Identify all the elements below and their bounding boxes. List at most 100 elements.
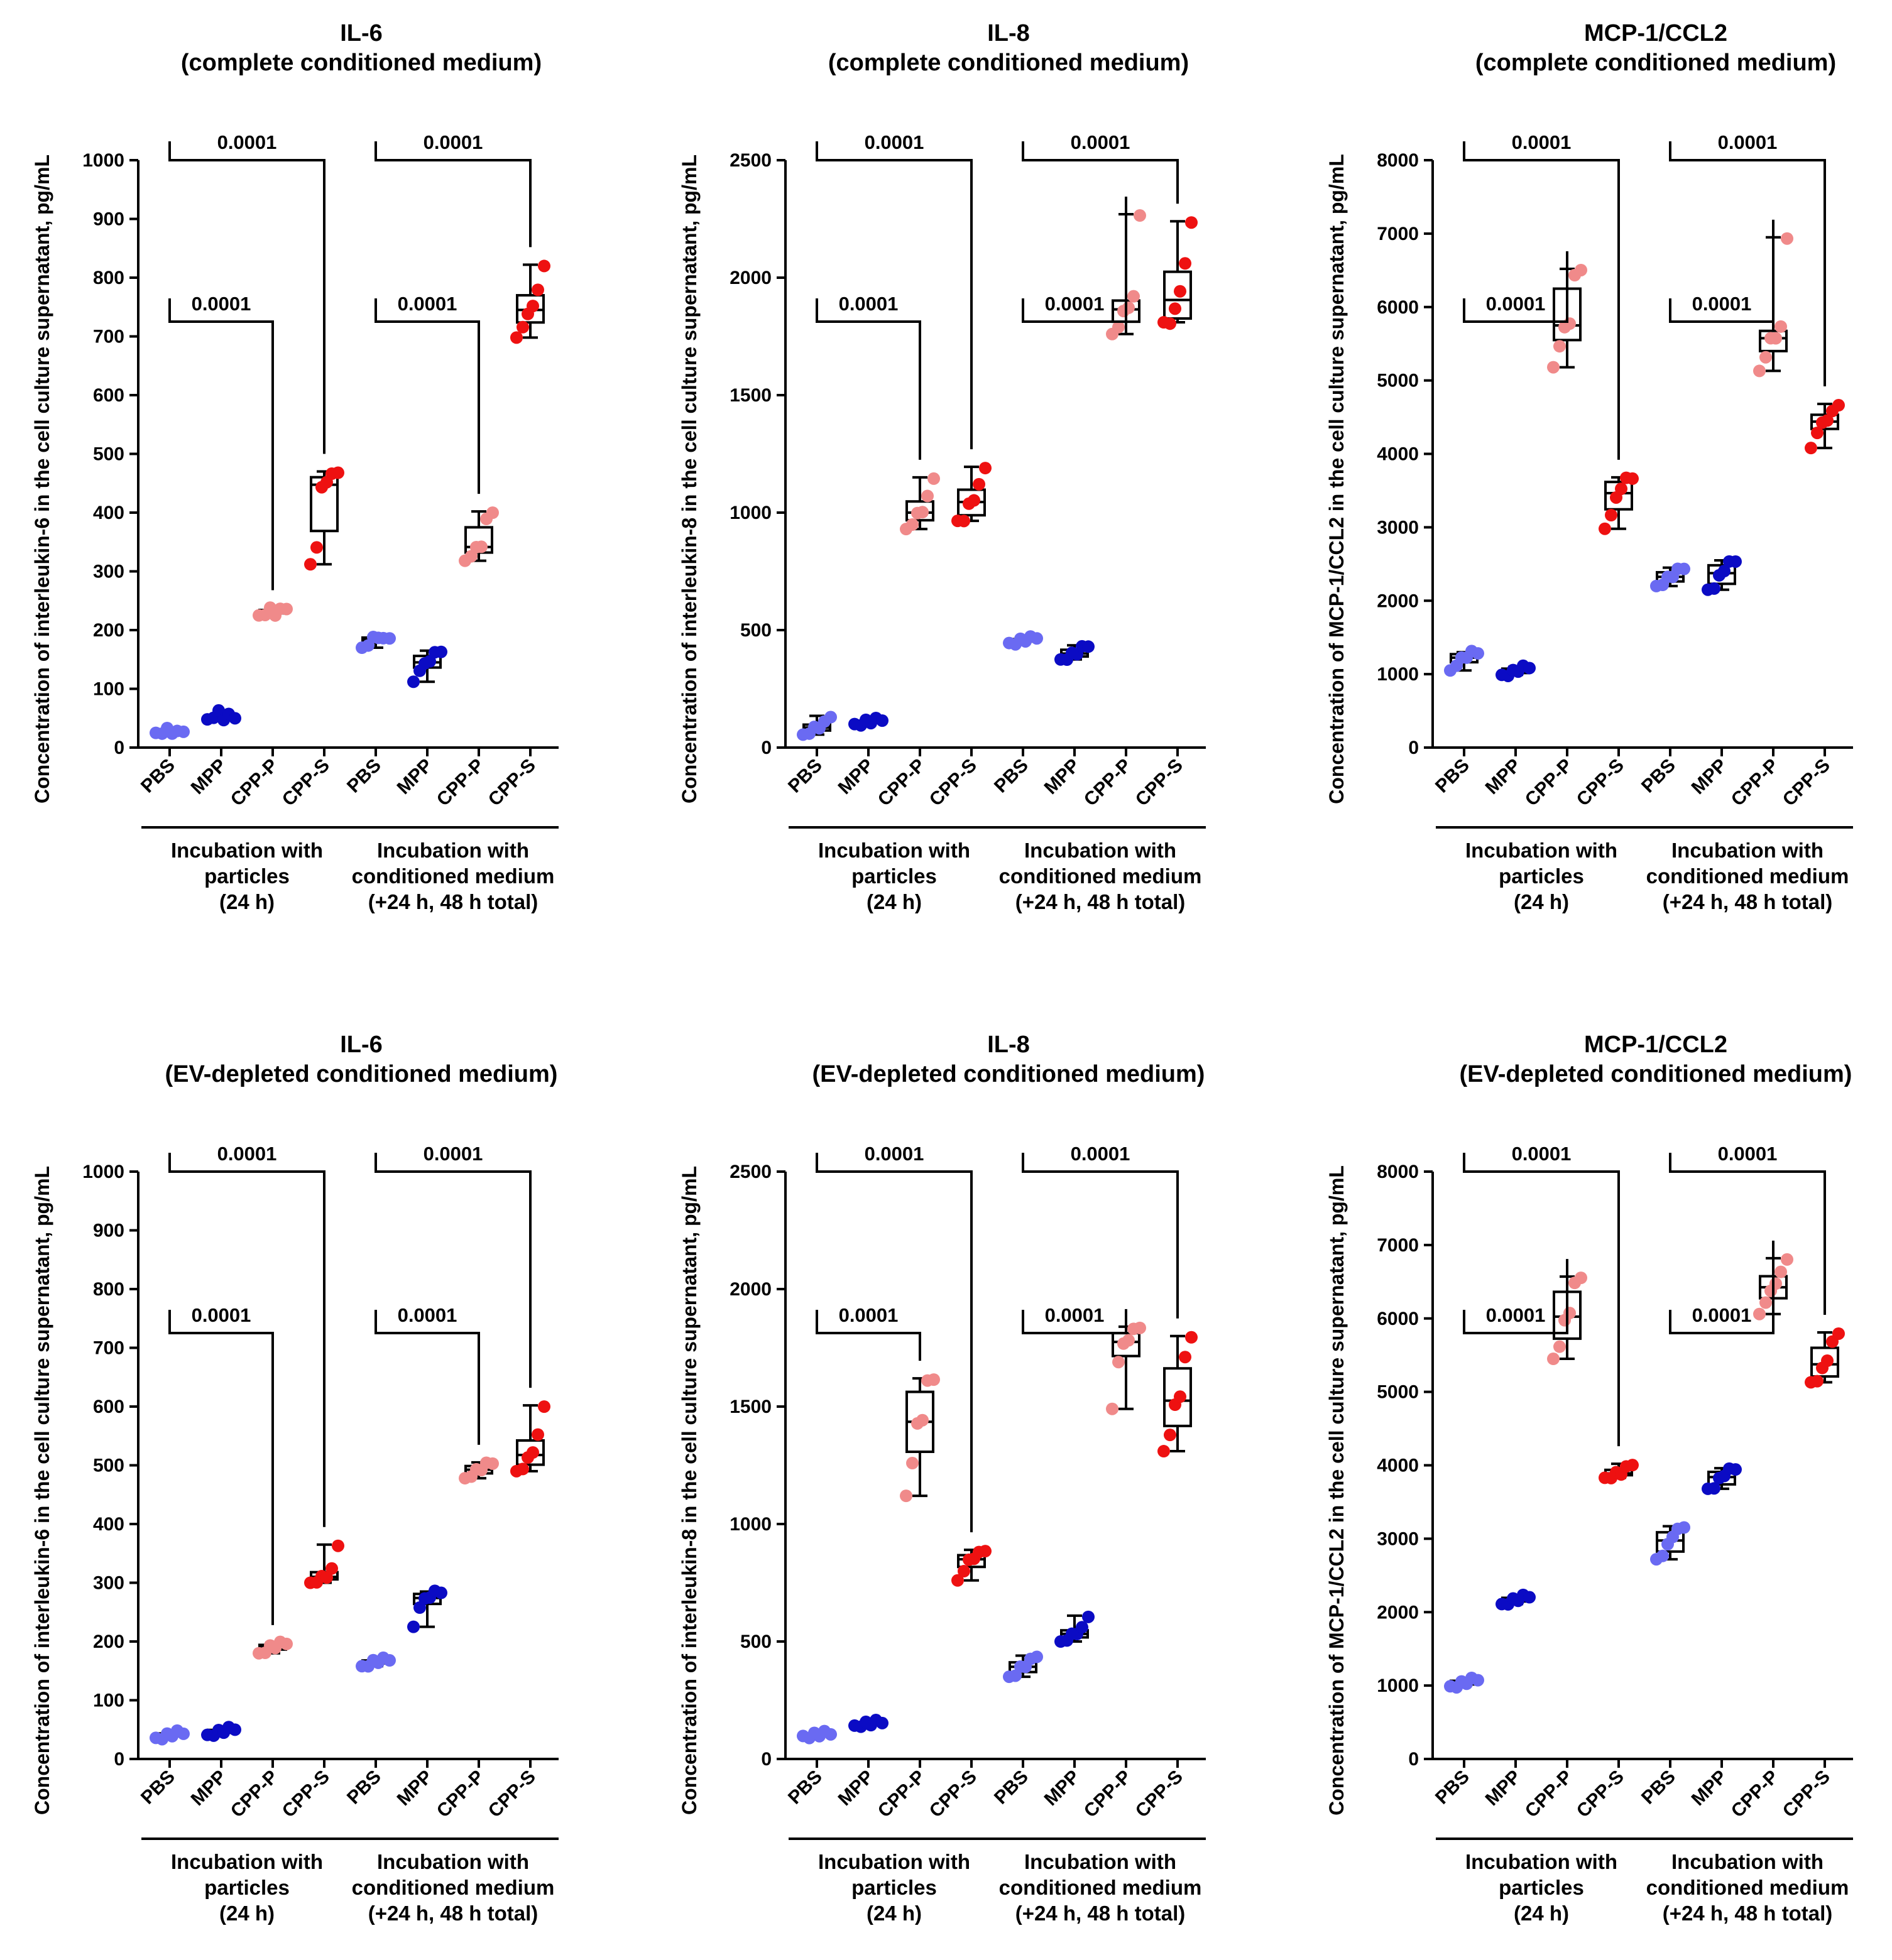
p-value-label: 0.0001 <box>1071 1143 1130 1165</box>
significance-bracket: 0.0001 <box>816 293 921 460</box>
box-mpp <box>201 1721 241 1742</box>
y-tick-label: 4000 <box>1377 1456 1419 1476</box>
data-point <box>407 1620 420 1633</box>
bracket-line <box>168 298 274 591</box>
data-point <box>876 1716 889 1729</box>
significance-bracket: 0.0001 <box>168 1304 274 1625</box>
y-tick-label: 2000 <box>1377 1602 1419 1623</box>
p-value-label: 0.0001 <box>865 131 924 153</box>
x-tick-label: PBS <box>137 755 179 797</box>
significance-bracket: 0.0001 <box>1669 1143 1826 1315</box>
box-pbs <box>1444 1671 1484 1694</box>
x-tick-label: MPP <box>1482 1767 1525 1810</box>
p-value-label: 0.0001 <box>1045 1304 1105 1326</box>
group-label: Incubation with <box>1024 839 1176 862</box>
group-label: (24 h) <box>1514 890 1569 913</box>
data-point <box>1769 332 1782 345</box>
p-value-label: 0.0001 <box>398 1304 457 1326</box>
y-tick-label: 100 <box>93 1690 124 1711</box>
data-point <box>407 675 420 689</box>
box-mpp <box>848 1714 889 1733</box>
x-tick-label: CPP-S <box>926 755 981 810</box>
y-tick-label: 800 <box>93 1279 124 1300</box>
data-point <box>1575 263 1587 276</box>
x-tick-label: MPP <box>1688 755 1731 798</box>
significance-bracket: 0.0001 <box>816 1143 973 1533</box>
data-point <box>1134 209 1146 222</box>
data-point <box>1753 1307 1766 1320</box>
y-tick-label: 2000 <box>730 1279 772 1300</box>
x-tick-label: CPP-S <box>484 755 540 810</box>
group-label: particles <box>851 1876 937 1899</box>
y-tick-label: 1500 <box>730 1396 772 1417</box>
y-tick-label: 2000 <box>1377 591 1419 611</box>
chart-title: IL-6 <box>340 1032 383 1058</box>
data-point <box>1759 1296 1772 1309</box>
p-value-label: 0.0001 <box>424 1143 483 1165</box>
y-tick-label: 2500 <box>730 150 772 171</box>
data-point <box>916 1413 929 1427</box>
x-tick-label: CPP-S <box>484 1767 540 1822</box>
y-tick-label: 5000 <box>1377 1382 1419 1403</box>
data-point <box>906 1457 919 1470</box>
y-tick-label: 0 <box>1408 1749 1419 1770</box>
y-axis-label: Concentration of interleukin-8 in the ce… <box>678 155 701 803</box>
p-value-label: 0.0001 <box>217 1143 277 1165</box>
box-iqr <box>1604 481 1633 511</box>
data-point <box>1832 1327 1845 1340</box>
x-tick-label: CPP-P <box>874 755 929 810</box>
bracket-line <box>168 1310 274 1625</box>
x-tick-label: MPP <box>187 755 231 798</box>
data-point <box>212 704 225 717</box>
significance-bracket: 0.0001 <box>1463 1143 1620 1447</box>
data-point <box>958 1565 970 1578</box>
x-tick-label: CPP-S <box>1132 755 1187 810</box>
group-label: conditioned medium <box>1646 864 1849 888</box>
group-label: Incubation with <box>1465 1850 1617 1873</box>
bracket-line <box>816 1153 973 1533</box>
y-tick-label: 1000 <box>1377 664 1419 685</box>
significance-bracket: 0.0001 <box>1463 131 1620 460</box>
chart-title: IL-6 <box>340 20 383 46</box>
chart-panel-3: MCP-1/CCL2 (complete conditioned medium) C… <box>1325 20 1853 913</box>
box-pbs <box>1444 645 1484 677</box>
data-point <box>1127 290 1140 303</box>
group-label: (+24 h, 48 h total) <box>1663 890 1832 913</box>
chart-title: MCP-1/CCL2 <box>1584 20 1727 46</box>
data-point <box>1656 1549 1669 1562</box>
box-mpp <box>407 645 447 689</box>
data-point <box>1805 442 1817 455</box>
group-label: (+24 h, 48 h total) <box>1663 1902 1832 1925</box>
chart-title: IL-8 <box>987 20 1030 46</box>
data-point <box>1122 301 1135 314</box>
data-point <box>1553 340 1566 353</box>
data-point <box>1678 1521 1690 1534</box>
y-tick-label: 0 <box>761 738 772 758</box>
bracket-line <box>1463 1153 1620 1447</box>
data-point <box>1626 472 1639 485</box>
box-iqr <box>1810 1346 1839 1378</box>
data-point <box>824 710 837 724</box>
data-point <box>435 1586 447 1599</box>
data-point <box>1678 562 1690 575</box>
significance-bracket: 0.0001 <box>1669 1240 1774 1334</box>
x-tick-label: CPP-S <box>278 755 334 810</box>
y-axis-label: Concentration of interleukin-6 in the ce… <box>31 1166 53 1815</box>
data-point <box>1179 1351 1191 1364</box>
box-pbs <box>797 710 837 741</box>
data-point <box>1031 632 1043 645</box>
data-point <box>475 540 488 553</box>
box-pbs <box>797 1724 837 1745</box>
x-tick-label: MPP <box>393 1767 437 1810</box>
data-point <box>1122 1334 1135 1347</box>
box-pbs <box>1003 630 1043 651</box>
data-point <box>1169 302 1181 315</box>
data-point <box>916 506 929 519</box>
data-point <box>517 320 529 334</box>
data-point <box>1112 320 1125 334</box>
chart-panel-1: IL-6 (complete conditioned medium) Concent… <box>31 20 559 913</box>
y-tick-label: 600 <box>93 1396 124 1417</box>
significance-bracket: 0.0001 <box>1022 1304 1127 1334</box>
y-tick-label: 500 <box>740 620 772 641</box>
x-tick-label: CPP-S <box>1132 1767 1187 1822</box>
